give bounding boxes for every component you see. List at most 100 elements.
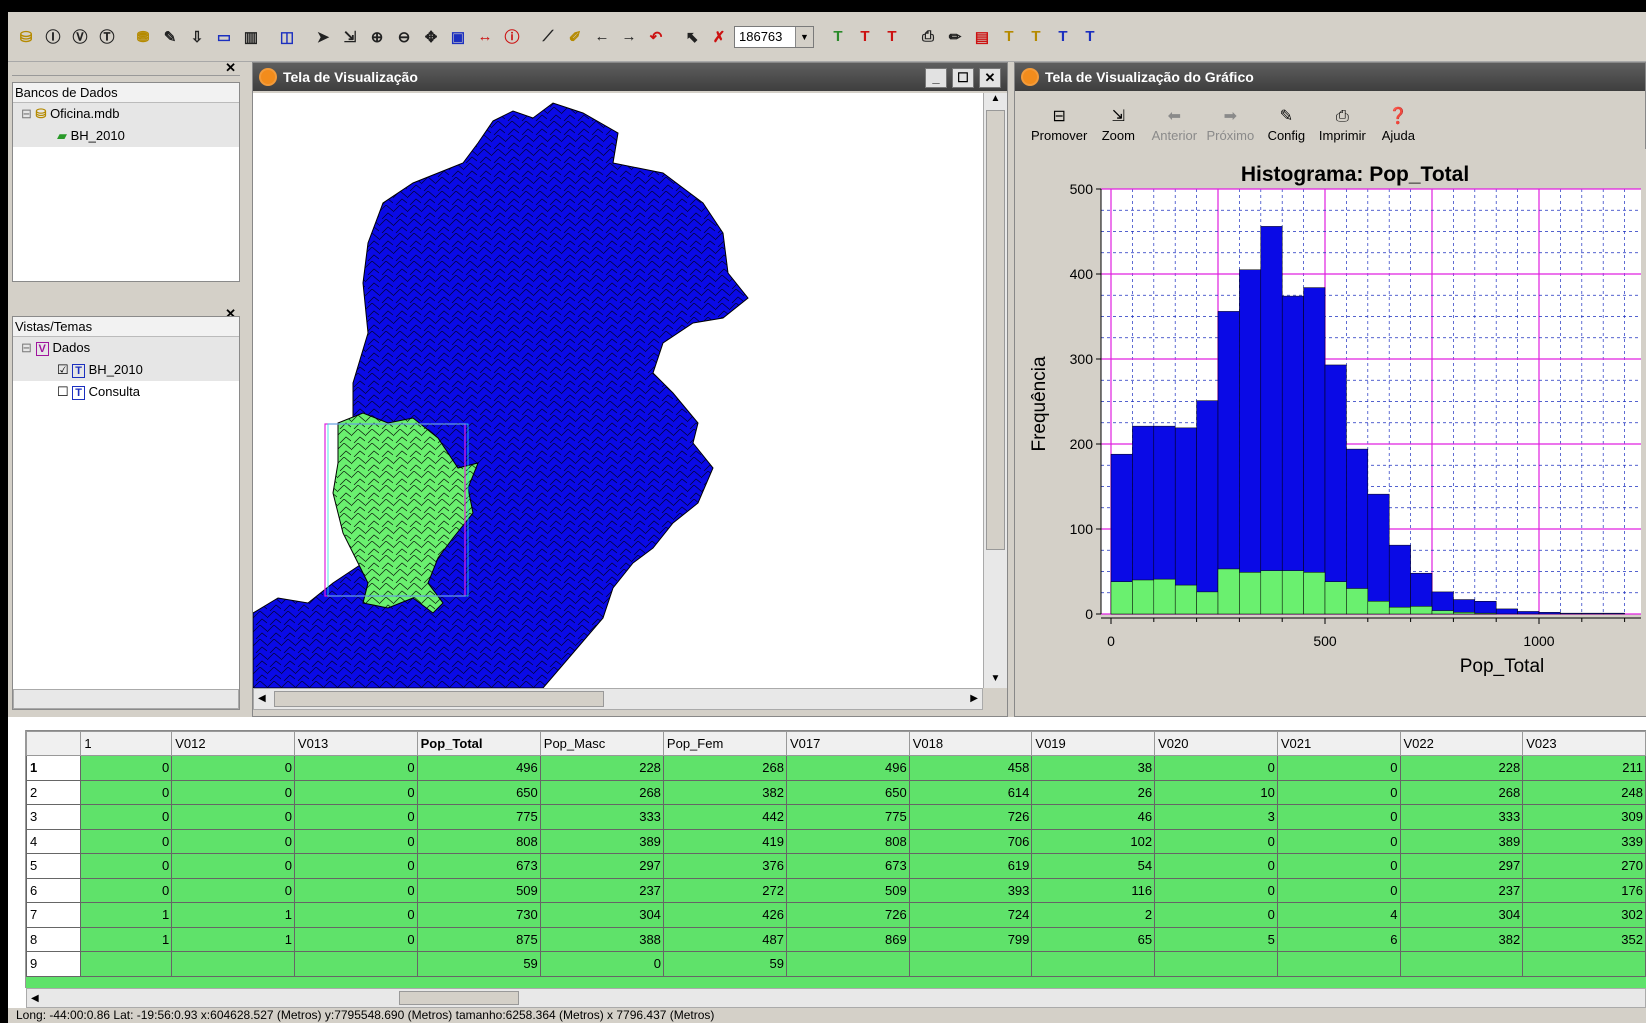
table-cell[interactable]: 248 (1522, 779, 1646, 805)
table-cell[interactable]: 0 (293, 902, 418, 928)
table-cell[interactable]: 726 (786, 902, 910, 928)
pencil-icon[interactable]: ✏ (948, 28, 962, 46)
table-cell[interactable]: 706 (908, 828, 1033, 854)
table-cell[interactable]: 0 (1276, 828, 1401, 854)
table-cell[interactable]: 0 (1154, 902, 1278, 928)
pan-icon[interactable]: ✥ (424, 28, 438, 46)
table-cell[interactable]: 309 (1522, 804, 1646, 830)
measure-icon[interactable]: ↔ (477, 28, 493, 45)
table-cell[interactable]: 116 (1031, 877, 1156, 903)
table-cell[interactable]: 59 (662, 951, 788, 977)
columns-icon[interactable]: ▥ (243, 28, 259, 46)
row-header[interactable]: 2 (26, 779, 82, 805)
table-cell[interactable]: 724 (908, 902, 1033, 928)
table-row[interactable]: 9 59 0 59 (26, 951, 1646, 977)
table-cell[interactable]: 1 (80, 926, 173, 952)
table-cell[interactable] (1399, 951, 1524, 977)
row-header[interactable]: 6 (26, 877, 82, 903)
table-cell[interactable]: 0 (1276, 877, 1401, 903)
table-cell[interactable] (171, 951, 295, 977)
tree-item-theme-bh2010[interactable]: ☑ T BH_2010 (13, 359, 239, 381)
table-cell[interactable]: 339 (1522, 828, 1646, 854)
table-cell[interactable]: 650 (416, 779, 541, 805)
column-header[interactable]: V020 (1154, 731, 1278, 756)
tree-item-layer[interactable]: ▰ BH_2010 (13, 125, 239, 147)
table-cell[interactable] (1276, 951, 1401, 977)
column-header[interactable]: Pop_Total (416, 731, 541, 756)
table-cell[interactable]: 0 (293, 877, 418, 903)
column-header[interactable]: Pop_Fem (662, 731, 788, 756)
table-cell[interactable]: 38 (1031, 755, 1156, 781)
table-cell[interactable] (1031, 951, 1156, 977)
config-button[interactable]: ✎ Config (1261, 106, 1311, 143)
table-cell[interactable]: 304 (539, 902, 664, 928)
import-icon[interactable]: ⇩ (190, 28, 204, 46)
minimize-button[interactable]: _ (925, 68, 947, 88)
table-cell[interactable] (1154, 951, 1278, 977)
table-cell[interactable]: 650 (786, 779, 910, 805)
table-cell[interactable]: 59 (416, 951, 541, 977)
table-icon[interactable]: ◫ (279, 28, 295, 46)
table-cell[interactable]: 808 (786, 828, 910, 854)
select-icon[interactable]: ⇲ (343, 28, 357, 46)
table-cell[interactable]: 0 (1276, 755, 1401, 781)
table-cell[interactable]: 614 (908, 779, 1033, 805)
edit-database-icon[interactable]: ✎ (163, 28, 177, 46)
table-cell[interactable]: 0 (80, 804, 173, 830)
monitor-icon[interactable]: ▭ (216, 28, 232, 46)
table-cell[interactable]: 458 (908, 755, 1033, 781)
table-cell[interactable]: 775 (416, 804, 541, 830)
table-cell[interactable]: 426 (662, 902, 788, 928)
zoom-out-icon[interactable]: ⊖ (397, 28, 411, 46)
scale-combobox[interactable]: 186763 ▼ (734, 25, 814, 48)
print-button[interactable]: ⎙ Imprimir (1317, 106, 1367, 143)
table-cell[interactable]: 304 (1399, 902, 1524, 928)
column-header[interactable]: V013 (293, 731, 418, 756)
table-cell[interactable]: 0 (80, 877, 173, 903)
table-cell[interactable]: 0 (293, 828, 418, 854)
table-cell[interactable]: 0 (293, 779, 418, 805)
table-cell[interactable]: 875 (416, 926, 541, 952)
table-cell[interactable]: 0 (171, 853, 295, 879)
row-header[interactable]: 4 (26, 828, 82, 854)
previous-button[interactable]: ⬅ Anterior (1149, 106, 1199, 143)
table-cell[interactable]: 673 (416, 853, 541, 879)
table-cell[interactable]: 1 (171, 926, 295, 952)
table-cell[interactable]: 0 (1276, 804, 1401, 830)
table-cell[interactable]: 5 (1154, 926, 1278, 952)
text-tool-2-icon[interactable]: T (860, 28, 870, 45)
row-header[interactable]: 1 (26, 755, 82, 781)
label-tool-2-icon[interactable]: T (1031, 28, 1041, 45)
legend-icon[interactable]: ▤ (974, 28, 990, 46)
table-cell[interactable]: 0 (293, 755, 418, 781)
table-cell[interactable]: 0 (1276, 779, 1401, 805)
pointer-icon[interactable]: ➤ (316, 28, 330, 46)
table-cell[interactable]: 0 (1154, 877, 1278, 903)
close-icon[interactable]: ✕ (225, 60, 236, 75)
tree-item-database[interactable]: ⊟ ⛁ Oficina.mdb (13, 103, 239, 125)
table-cell[interactable]: 419 (662, 828, 788, 854)
printer-icon[interactable]: ⎙ (921, 28, 934, 45)
table-cell[interactable]: 509 (416, 877, 541, 903)
table-cell[interactable]: 6 (1276, 926, 1401, 952)
table-cell[interactable]: 389 (539, 828, 664, 854)
table-cell[interactable]: 0 (80, 853, 173, 879)
back-icon[interactable]: ← (594, 28, 610, 45)
table-cell[interactable]: 487 (662, 926, 788, 952)
table-cell[interactable]: 808 (416, 828, 541, 854)
table-cell[interactable]: 2 (1031, 902, 1156, 928)
table-row[interactable]: 4 0 0 0 808 389 419 808 706 102 0 0 389 339 (26, 828, 1646, 854)
table-cell[interactable]: 509 (786, 877, 910, 903)
zoom-in-icon[interactable]: ⊕ (370, 28, 384, 46)
table-cell[interactable]: 869 (786, 926, 910, 952)
table-cell[interactable]: 65 (1031, 926, 1156, 952)
table-cell[interactable]: 0 (539, 951, 664, 977)
row-header[interactable]: 8 (26, 926, 82, 952)
table-cell[interactable]: 388 (539, 926, 664, 952)
map-hscrollbar[interactable]: ◀ ▶ (253, 688, 983, 710)
help-button[interactable]: ❓ Ajuda (1373, 106, 1423, 143)
row-header[interactable]: 9 (26, 951, 82, 977)
table-cell[interactable]: 442 (662, 804, 788, 830)
table-cell[interactable]: 0 (171, 828, 295, 854)
table-row[interactable]: 6 0 0 0 509 237 272 509 393 116 0 0 237 176 (26, 877, 1646, 903)
